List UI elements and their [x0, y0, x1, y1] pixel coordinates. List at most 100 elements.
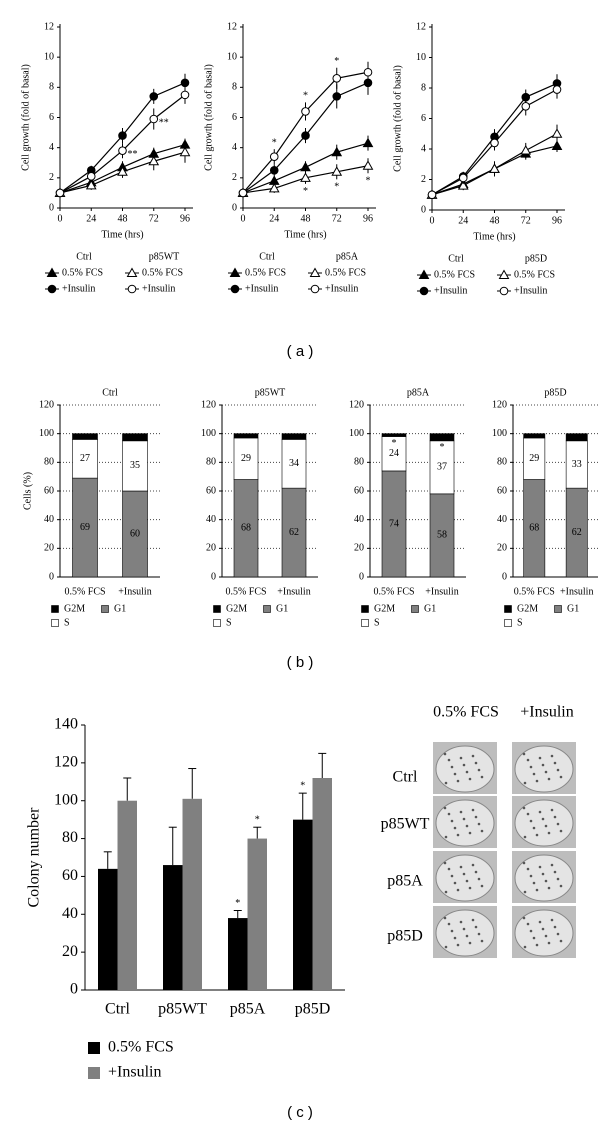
x-tick-label: 0 — [58, 213, 63, 224]
photo-dot — [523, 781, 527, 785]
photo-dot — [480, 829, 484, 833]
annotation: * — [366, 176, 371, 187]
photo-dot — [522, 806, 526, 810]
y-tick-label: 10 — [44, 51, 54, 62]
point — [331, 166, 343, 176]
photo-well — [514, 799, 574, 847]
photo-well — [435, 799, 495, 847]
photo-dot — [468, 777, 472, 781]
y-tick-label: 40 — [497, 514, 507, 525]
photo-dot — [541, 763, 545, 767]
legend-swatch — [504, 605, 512, 613]
bar-segment — [122, 440, 148, 492]
point — [301, 107, 310, 116]
x-tick-label: 0.5% FCS — [225, 586, 266, 597]
point — [118, 146, 127, 155]
row-label: Ctrl — [393, 769, 418, 786]
chart-title: p85WT — [255, 387, 286, 398]
photo-dot — [456, 779, 460, 783]
point — [457, 180, 469, 190]
y-tick-label: 120 — [201, 399, 216, 410]
point — [458, 173, 468, 183]
photo-dot — [462, 872, 466, 876]
photo-dot — [553, 870, 557, 874]
photo-dot — [450, 765, 454, 769]
y-tick-label: 60 — [206, 485, 216, 496]
point — [362, 137, 374, 148]
photo-dot — [535, 888, 539, 892]
photo-dot — [471, 754, 475, 758]
bar-segment — [233, 433, 259, 439]
photo-dot — [453, 826, 457, 830]
photo-dot — [529, 765, 533, 769]
photo-dot — [468, 831, 472, 835]
photo-dot — [538, 810, 542, 814]
row-label: p85A — [387, 873, 423, 890]
photo-dot — [538, 920, 542, 924]
x-tick-label: 24 — [269, 213, 279, 224]
photo-dot — [522, 916, 526, 920]
photo-dot — [550, 918, 554, 922]
legend-label: 0.5% FCS — [245, 267, 286, 278]
photo-dot — [522, 861, 526, 865]
y-tick-label: 0 — [421, 204, 426, 215]
bar — [247, 838, 267, 990]
y-tick-label: 80 — [497, 457, 507, 468]
point — [551, 128, 563, 138]
y-tick-label: 20 — [354, 543, 364, 554]
legend-swatch — [361, 619, 369, 627]
photo-dot — [480, 884, 484, 888]
row-label: p85D — [387, 928, 423, 945]
photo-dot — [559, 829, 563, 833]
legend-label: G1 — [114, 603, 126, 614]
photo-dot — [547, 777, 551, 781]
photo-dot — [443, 861, 447, 865]
legend-label: +Insulin — [434, 285, 467, 296]
x-tick-label: +Insulin — [277, 586, 310, 597]
row-label: p85WT — [381, 816, 430, 833]
point — [148, 155, 160, 166]
legend-swatch — [263, 605, 271, 613]
annotation: * — [440, 442, 445, 453]
value-label: 69 — [80, 522, 90, 533]
point — [520, 145, 532, 155]
x-axis-label: Time (hrs) — [101, 229, 143, 240]
x-tick-label: Ctrl — [105, 1001, 130, 1018]
photo-dot — [480, 775, 484, 779]
x-tick-label: 0 — [241, 213, 246, 224]
legend-swatch — [504, 619, 512, 627]
x-tick-label: p85D — [295, 1001, 331, 1018]
chart-title: p85D — [544, 387, 566, 398]
legend-label: G2M — [374, 603, 395, 614]
x-tick-label: 0 — [430, 215, 435, 226]
y-tick-label: 40 — [44, 514, 54, 525]
bar-segment — [281, 439, 307, 489]
value-label: 74 — [389, 518, 399, 529]
y-tick-label: 40 — [62, 905, 78, 922]
photo-dot — [544, 824, 548, 828]
y-tick-label: 120 — [349, 399, 364, 410]
photo-dot — [553, 761, 557, 765]
bar-segment — [565, 433, 588, 442]
image-panel-labels: 0.5% FCS +Insulin Ctrl p85WT p85A p85D — [381, 704, 574, 945]
photo-well — [435, 909, 495, 957]
annotation: * — [300, 780, 305, 791]
legend-marker — [310, 284, 320, 294]
legend-title: p85A — [336, 251, 359, 262]
bar-segment — [429, 493, 455, 578]
photo-dot — [477, 877, 481, 881]
y-tick-label: 4 — [49, 142, 54, 153]
legend-marker — [127, 284, 137, 294]
photo-well — [514, 909, 574, 957]
x-tick-label: 48 — [118, 213, 128, 224]
photo-dot — [523, 890, 527, 894]
photo-dot — [529, 929, 533, 933]
photo-dot — [465, 770, 469, 774]
annotation: * — [303, 186, 308, 197]
bar-segment — [233, 437, 259, 480]
photo-dot — [529, 819, 533, 823]
legend-marker — [126, 267, 138, 277]
point — [331, 146, 343, 157]
value-label: 62 — [572, 527, 582, 538]
bar-segment — [72, 433, 98, 440]
